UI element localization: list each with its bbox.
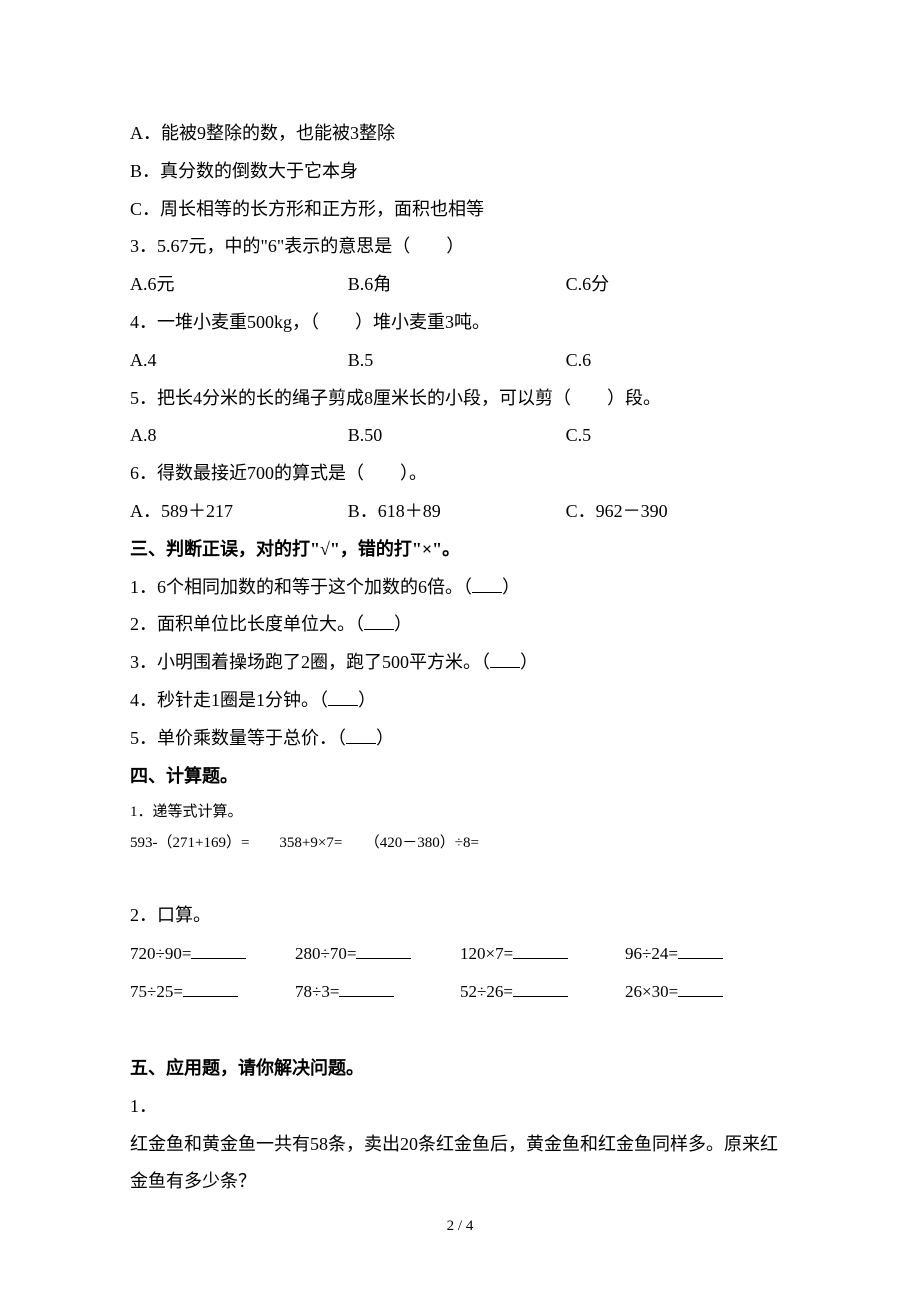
- oral-row-2: 75÷25= 78÷3= 52÷26= 26×30=: [130, 973, 790, 1010]
- page-footer: 2 / 4: [0, 1211, 920, 1243]
- s3-q5-text: 5．单价乘数量等于总价．（: [130, 728, 346, 748]
- s3-q3: 3．小明围着操场跑了2圈，跑了500平方米。（ ）: [130, 644, 790, 682]
- blank-icon: [356, 942, 411, 959]
- s4-q2-label: 2．口算。: [130, 897, 790, 935]
- oral-1-1: 720÷90=: [130, 935, 295, 972]
- oral-row-1: 720÷90= 280÷70= 120×7= 96÷24=: [130, 935, 790, 972]
- q3-stem: 3．5.67元，中的"6"表示的意思是（ ）: [130, 228, 790, 266]
- q2-option-c: C．周长相等的长方形和正方形，面积也相等: [130, 191, 790, 229]
- blank-icon: [328, 690, 358, 706]
- q6-stem: 6．得数最接近700的算式是（ ）。: [130, 455, 790, 493]
- q5-option-b: B.50: [348, 417, 566, 455]
- q3-options: A.6元 B.6角 C.6分: [130, 266, 790, 304]
- blank-icon: [513, 980, 568, 997]
- section-3-header: 三、判断正误，对的打"√"，错的打"×"。: [130, 531, 790, 569]
- oral-2-1: 75÷25=: [130, 973, 295, 1010]
- q2-option-a: A．能被9整除的数，也能被3整除: [130, 115, 790, 153]
- q6-option-b: B．618＋89: [348, 493, 566, 531]
- q4-option-c: C.6: [566, 342, 790, 380]
- blank-icon: [472, 576, 502, 592]
- blank-icon: [678, 942, 723, 959]
- q4-option-a: A.4: [130, 342, 348, 380]
- blank-icon: [364, 614, 394, 630]
- q4-option-b: B.5: [348, 342, 566, 380]
- q4-options: A.4 B.5 C.6: [130, 342, 790, 380]
- q3-option-c: C.6分: [566, 266, 790, 304]
- oral-2-2: 78÷3=: [295, 973, 460, 1010]
- blank-icon: [183, 980, 238, 997]
- s3-q1-text: 1．6个相同加数的和等于这个加数的6倍。（: [130, 577, 472, 597]
- blank-icon: [490, 652, 520, 668]
- s3-close: ）: [520, 652, 538, 672]
- s4-q1-label: 1．递等式计算。: [130, 799, 790, 826]
- q5-option-a: A.8: [130, 417, 348, 455]
- q3-option-b: B.6角: [348, 266, 566, 304]
- q5-stem: 5．把长4分米的长的绳子剪成8厘米长的小段，可以剪（ ）段。: [130, 380, 790, 418]
- q5-option-c: C.5: [566, 417, 790, 455]
- section-5-header: 五、应用题，请你解决问题。: [130, 1050, 790, 1088]
- s3-q4-text: 4．秒针走1圈是1分钟。（: [130, 690, 328, 710]
- q3-option-a: A.6元: [130, 266, 348, 304]
- q6-option-a: A．589＋217: [130, 493, 348, 531]
- s3-close: ）: [502, 577, 520, 597]
- s3-close: ）: [376, 728, 394, 748]
- blank-icon: [191, 942, 246, 959]
- s5-q1-text: 红金鱼和黄金鱼一共有58条，卖出20条红金鱼后，黄金鱼和红金鱼同样多。原来红金鱼…: [130, 1126, 790, 1202]
- section-4-header: 四、计算题。: [130, 758, 790, 796]
- oral-1-4: 96÷24=: [625, 935, 790, 972]
- blank-icon: [339, 980, 394, 997]
- q4-stem: 4．一堆小麦重500kg，（ ）堆小麦重3吨。: [130, 304, 790, 342]
- oral-2-3: 52÷26=: [460, 973, 625, 1010]
- s3-close: ）: [358, 690, 376, 710]
- q6-options: A．589＋217 B．618＋89 C．962－390: [130, 493, 790, 531]
- s3-q3-text: 3．小明围着操场跑了2圈，跑了500平方米。（: [130, 652, 490, 672]
- s3-q4: 4．秒针走1圈是1分钟。（ ）: [130, 682, 790, 720]
- q6-option-c: C．962－390: [566, 493, 790, 531]
- s4-q1-expr: 593-（271+169）= 358+9×7= （420－380）÷8=: [130, 830, 790, 857]
- s3-q5: 5．单价乘数量等于总价．（ ）: [130, 720, 790, 758]
- blank-icon: [346, 728, 376, 744]
- s3-q1: 1．6个相同加数的和等于这个加数的6倍。（ ）: [130, 569, 790, 607]
- oral-1-3: 120×7=: [460, 935, 625, 972]
- s3-q2: 2．面积单位比长度单位大。（ ）: [130, 606, 790, 644]
- s3-q2-text: 2．面积单位比长度单位大。（: [130, 614, 364, 634]
- s5-q1-label: 1．: [130, 1088, 790, 1126]
- oral-1-2: 280÷70=: [295, 935, 460, 972]
- q2-option-b: B．真分数的倒数大于它本身: [130, 153, 790, 191]
- s3-close: ）: [394, 614, 412, 634]
- q5-options: A.8 B.50 C.5: [130, 417, 790, 455]
- blank-icon: [513, 942, 568, 959]
- blank-icon: [678, 980, 723, 997]
- oral-2-4: 26×30=: [625, 973, 790, 1010]
